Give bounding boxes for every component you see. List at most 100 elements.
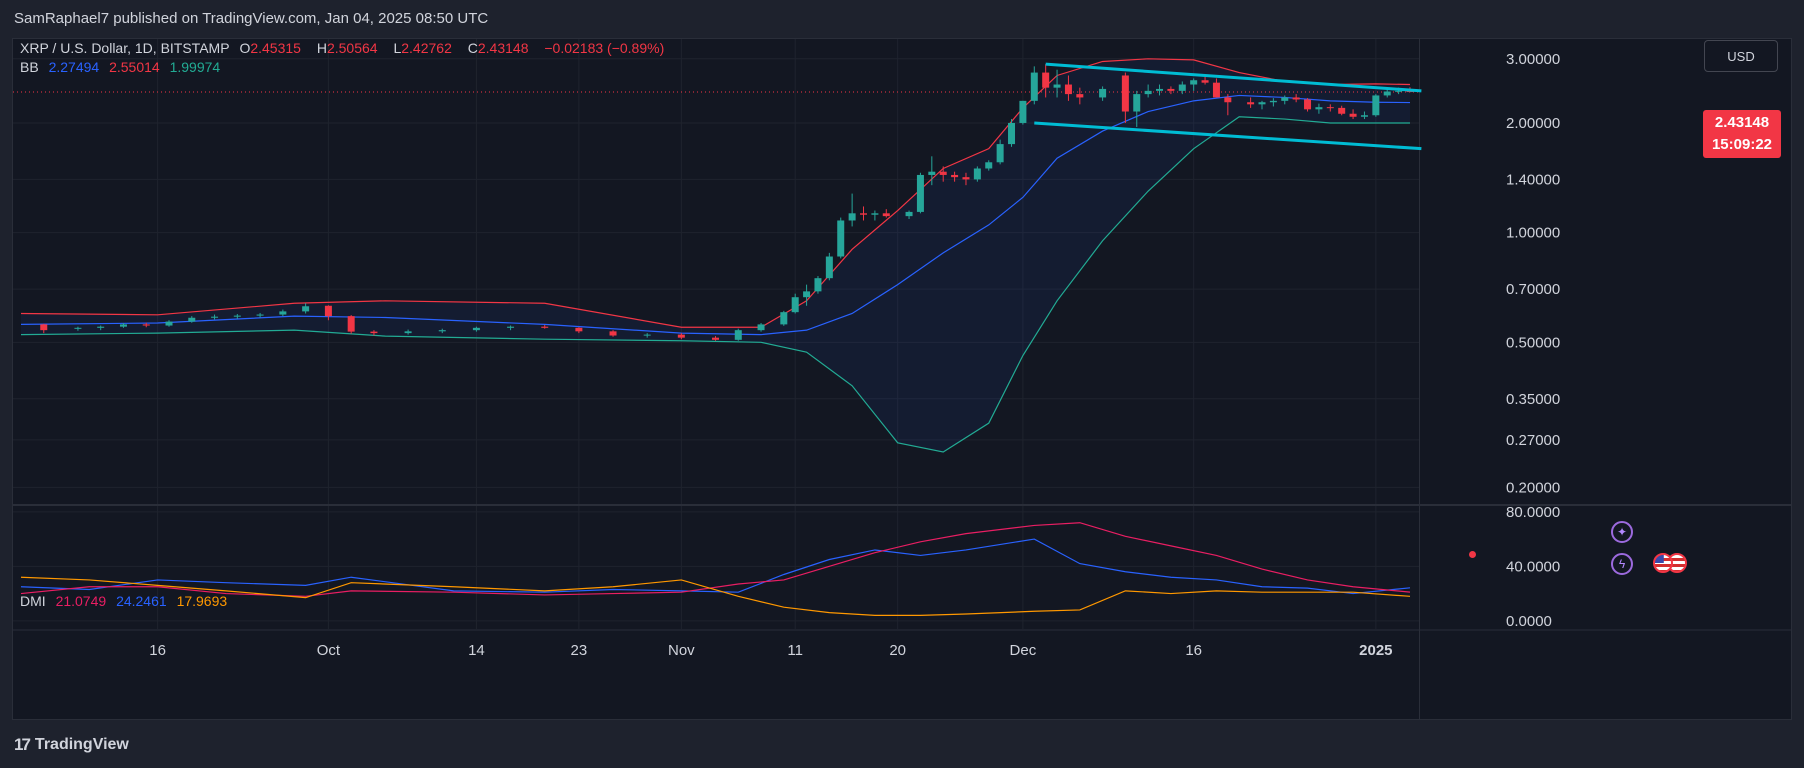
candle-body [1224,97,1232,103]
dmi-adx-value: 17.9693 [176,593,228,609]
candle-body [962,177,970,180]
candle-body [814,278,822,292]
channel-trendline [1034,121,1422,151]
candle-body [1064,84,1072,95]
candle-body [1167,88,1175,91]
candle-body [882,213,890,217]
candle-body [370,331,378,334]
dmi-axis-label: 0.0000 [1506,613,1552,630]
candle-body [1349,113,1357,117]
chart-canvas[interactable]: 3.00000 2.00000 1.40000 1.00000 0.70000 0.500… [13,39,1792,720]
candle-body [97,326,105,328]
footer-bar: 17 TradingView [0,722,1804,768]
candle-body [916,174,924,212]
candle-body [734,330,742,340]
candle-body [951,174,959,178]
price-axis-label: 0.35000 [1506,391,1560,408]
bb-legend: BB 2.27494 2.55014 1.99974 [20,59,226,75]
candle-body [1053,84,1061,88]
sparkle-icon[interactable]: ✦ [1611,521,1633,543]
candle-body [996,144,1004,163]
open-value: 2.45315 [250,40,301,56]
candle-body [1372,95,1380,116]
tradingview-brand: TradingView [34,736,129,753]
candle-body [188,317,196,322]
chart-area[interactable]: 3.00000 2.00000 1.40000 1.00000 0.70000 0.500… [12,38,1792,720]
candle-body [1395,90,1403,92]
candle-body [541,326,549,328]
candle-body [1201,80,1209,83]
candle-body [119,324,127,327]
candle-body [302,306,310,312]
dmi-legend: DMI 21.0749 24.2461 17.9693 [20,593,233,609]
candle-body [1360,115,1368,117]
candle-body [677,334,685,338]
time-axis-label: 14 [468,642,485,659]
candle-body [1019,100,1027,123]
dmi-axis-label: 40.0000 [1506,558,1560,575]
candle-body [1292,97,1300,100]
candle-body [1304,99,1312,110]
candle-body [643,334,651,336]
candle-body [712,337,719,340]
currency-button[interactable]: USD [1704,40,1778,72]
low-value: 2.42762 [401,40,452,56]
dmi-label[interactable]: DMI [20,593,46,609]
time-axis-label: Dec [1010,642,1037,659]
time-axis-label: 16 [1185,642,1202,659]
bb-upper-value: 2.55014 [109,59,160,75]
time-axis-label: 16 [149,642,166,659]
channel-trendline [1045,62,1422,93]
candles [40,64,1414,341]
tradingview-logo[interactable]: 17 TradingView [14,735,129,755]
candle-body [507,326,515,328]
candle-body [1269,100,1277,103]
candle-body [837,220,845,257]
bb-lower-line [20,116,1411,453]
candle-body [928,171,936,175]
time-axis-label: Oct [317,642,341,659]
candle-body [985,162,993,169]
candle-body [1156,88,1164,91]
bb-upper-line [20,58,1411,328]
candle-body [1121,75,1129,112]
publish-header: SamRaphael7 published on TradingView.com… [0,0,1804,38]
last-price: 2.43148 [1714,114,1770,131]
price-axis-label: 1.40000 [1506,171,1560,188]
candle-body [40,324,48,331]
dmi-plus-line [20,538,1411,595]
dmi-plus-value: 24.2461 [116,593,167,609]
close-value: 2.43148 [477,40,529,56]
change-value: −0.02183 (−0.89%) [544,40,665,56]
candle-body [404,331,412,334]
price-axis-label: 0.70000 [1506,281,1560,298]
candle-body [939,171,947,175]
candle-body [1212,82,1220,98]
candle-body [1133,94,1141,112]
candle-body [1258,102,1266,105]
lightning-icon[interactable]: ϟ [1611,553,1633,575]
us-flag-events-icon[interactable] [1653,553,1691,575]
candle-body [860,213,868,215]
candle-body [142,324,150,326]
bb-label[interactable]: BB [20,59,39,75]
candle-body [211,316,219,318]
candle-body [1326,107,1334,109]
candle-body [233,315,241,317]
candle-body [1281,97,1289,101]
candle-body [347,316,355,332]
bar-countdown: 15:09:22 [1711,136,1773,153]
candle-body [973,168,981,180]
candle-body [1315,107,1323,110]
time-axis-label: 11 [787,642,803,659]
candle-body [825,256,833,279]
publish-info: SamRaphael7 published on TradingView.com… [14,10,489,27]
grid-lines [13,39,1419,629]
adx-line [20,576,1411,616]
symbol-name[interactable]: XRP / U.S. Dollar, 1D, BITSTAMP [20,40,230,56]
candle-body [324,305,332,317]
candle-body [575,327,583,332]
candle-body [1076,94,1084,98]
notification-dot-icon [1469,551,1476,558]
candle-body [472,327,480,331]
